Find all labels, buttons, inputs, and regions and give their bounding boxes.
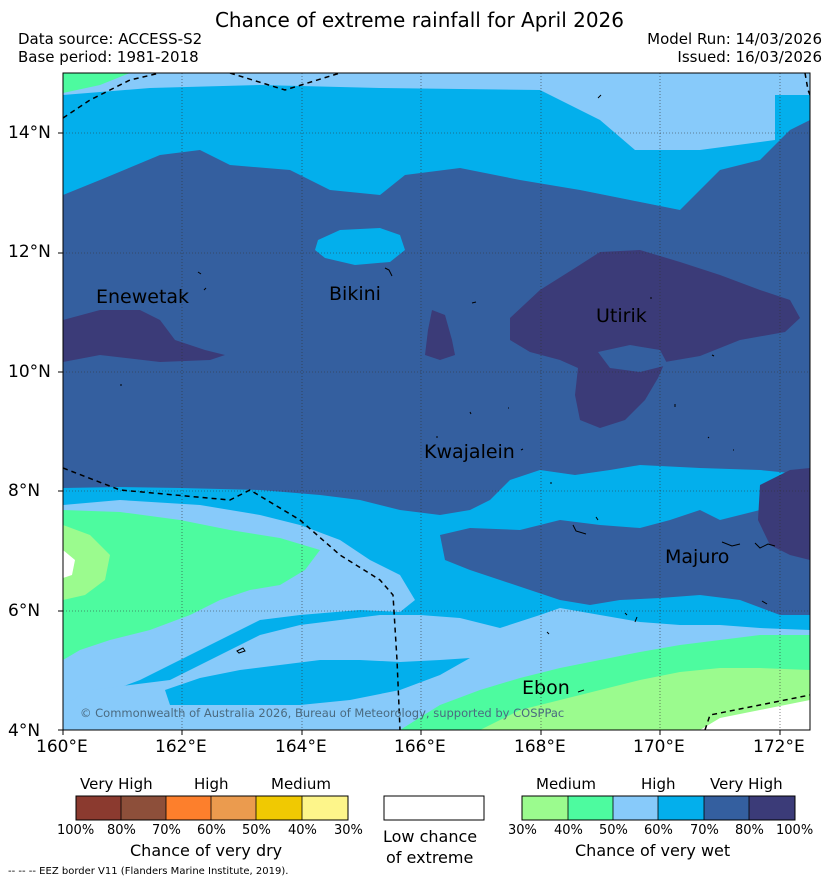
lon-label: 160°E bbox=[36, 737, 88, 757]
base-period: Base period: 1981-2018 bbox=[18, 48, 199, 66]
legend-dry-swatch bbox=[121, 796, 166, 820]
place-label-majuro: Majuro bbox=[665, 546, 730, 568]
legend-dry-heading: High bbox=[194, 775, 229, 793]
map-frame bbox=[62, 72, 811, 731]
legend-wet-tick: 50% bbox=[599, 823, 628, 838]
legend-low-chance-swatch bbox=[383, 795, 485, 821]
zone-80-100-utirik bbox=[510, 250, 800, 428]
lat-label: 4°N bbox=[8, 721, 41, 741]
legend-wet-heading: Medium bbox=[536, 775, 596, 793]
lon-label: 162°E bbox=[155, 737, 207, 757]
legend-wet bbox=[521, 795, 796, 821]
legend-dry-tick: 100% bbox=[57, 823, 95, 838]
legend-wet-heading: Very High bbox=[710, 775, 783, 793]
legend-dry-swatch bbox=[166, 796, 211, 820]
legend-wet-heading: High bbox=[641, 775, 676, 793]
legend-dry-tick: 80% bbox=[107, 823, 136, 838]
legend-wet-swatch bbox=[613, 796, 658, 820]
lat-label: 6°N bbox=[8, 601, 41, 621]
legend-wet-tick: 80% bbox=[735, 823, 764, 838]
legend-wet-frame bbox=[521, 795, 796, 821]
legend-dry-heading: Medium bbox=[271, 775, 331, 793]
zone-30-40-south bbox=[480, 668, 810, 730]
zone-80-100-center bbox=[425, 310, 455, 360]
lon-label: 172°E bbox=[753, 737, 805, 757]
legend-dry-heading: Very High bbox=[80, 775, 153, 793]
legend-dry-tick: 50% bbox=[242, 823, 271, 838]
place-label-enewetak: Enewetak bbox=[96, 286, 190, 308]
copyright-notice: © Commonwealth of Australia 2026, Bureau… bbox=[80, 706, 565, 720]
legend-dry-tick: 30% bbox=[334, 823, 363, 838]
legend-low-caption: Low chance bbox=[383, 827, 478, 846]
legend-wet-swatch bbox=[704, 796, 749, 820]
lon-label: 168°E bbox=[514, 737, 566, 757]
legend-dry-tick: 40% bbox=[288, 823, 317, 838]
zone-80-100-enewetak bbox=[63, 310, 225, 362]
lat-label: 14°N bbox=[8, 123, 51, 143]
legend-dry-swatch bbox=[302, 796, 348, 820]
legend-dry-caption: Chance of very dry bbox=[130, 841, 283, 860]
legend-dry-frame bbox=[75, 795, 349, 821]
legend-dry-tick: 60% bbox=[197, 823, 226, 838]
legend-wet-caption: Chance of very wet bbox=[575, 841, 731, 860]
place-label-ebon: Ebon bbox=[522, 677, 570, 699]
axis-ticks bbox=[58, 132, 781, 735]
legend-wet-tick: 60% bbox=[644, 823, 673, 838]
legend-wet-tick: 100% bbox=[776, 823, 814, 838]
map-area bbox=[63, 73, 810, 730]
legend-dry-swatch bbox=[211, 796, 256, 820]
model-run: Model Run: 14/03/2026 bbox=[647, 30, 822, 48]
legend-dry bbox=[75, 795, 349, 821]
lon-label: 170°E bbox=[633, 737, 685, 757]
legend-dry-tick: 70% bbox=[152, 823, 181, 838]
lon-label: 166°E bbox=[394, 737, 446, 757]
issued-date: Issued: 16/03/2026 bbox=[677, 48, 822, 66]
zone-30-40-west bbox=[63, 525, 110, 600]
zone-40-50-north bbox=[63, 73, 130, 93]
legend-wet-tick: 70% bbox=[690, 823, 719, 838]
legend-dry-swatch bbox=[256, 796, 302, 820]
zone-60-70-south-strip bbox=[165, 658, 470, 705]
legend-wet-swatch bbox=[522, 796, 568, 820]
legend-wet-tick: 30% bbox=[508, 823, 537, 838]
data-source: Data source: ACCESS-S2 bbox=[18, 30, 203, 48]
legend-wet-swatch bbox=[658, 796, 704, 820]
legend-low-caption: of extreme bbox=[386, 848, 474, 867]
zone-50-60-north bbox=[63, 73, 810, 150]
zone-40-50-southwest bbox=[63, 510, 320, 660]
place-label-kwajalein: Kwajalein bbox=[424, 441, 515, 463]
zone-60-70-bikini bbox=[315, 228, 405, 265]
zone-70-80-inlet bbox=[598, 345, 668, 372]
eez-footnote: -- -- -- EEZ border V11 (Flanders Marine… bbox=[8, 866, 289, 877]
zone-low-chance-south bbox=[700, 700, 810, 730]
lat-label: 8°N bbox=[8, 481, 41, 501]
legend-wet-tick: 40% bbox=[554, 823, 583, 838]
place-label-bikini: Bikini bbox=[329, 283, 381, 305]
legend-wet-swatch bbox=[568, 796, 613, 820]
eez-borders bbox=[63, 73, 810, 730]
lon-label: 164°E bbox=[275, 737, 327, 757]
islands bbox=[120, 94, 776, 693]
legend-dry-swatch bbox=[76, 796, 121, 820]
zone-low-chance-west bbox=[63, 550, 75, 578]
chart-title: Chance of extreme rainfall for April 202… bbox=[214, 8, 625, 32]
lat-label: 10°N bbox=[8, 362, 51, 382]
place-label-utirik: Utirik bbox=[596, 305, 647, 327]
lat-label: 12°N bbox=[8, 242, 51, 262]
legend-wet-swatch bbox=[749, 796, 795, 820]
zone-70-80-south bbox=[440, 505, 810, 615]
